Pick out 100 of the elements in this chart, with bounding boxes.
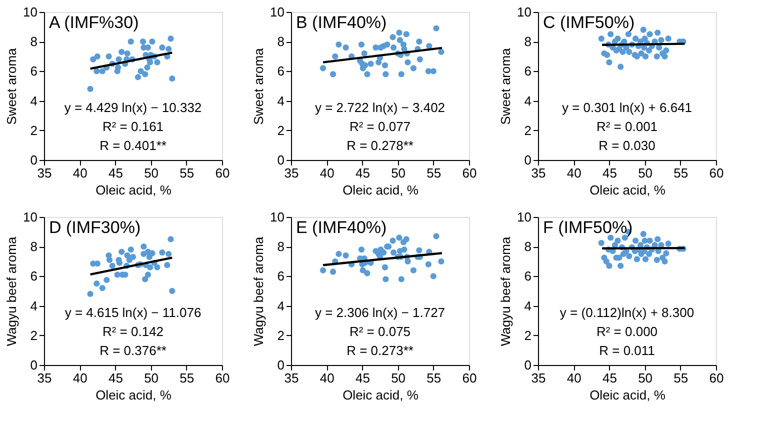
y-tick-label: 10 — [270, 4, 284, 20]
point — [114, 64, 122, 71]
point — [604, 52, 610, 58]
y-tick-label: 6 — [524, 268, 532, 284]
x-tick-label: 60 — [709, 370, 724, 386]
point — [130, 254, 136, 260]
y-tick-label: 4 — [30, 93, 38, 108]
point — [654, 256, 660, 263]
chart-title: A (IMF%30) — [49, 13, 139, 32]
annotation: R = 0.401** — [100, 138, 166, 153]
point — [632, 238, 639, 244]
y-tick-label: 10 — [23, 4, 38, 20]
point — [342, 44, 349, 51]
point — [149, 38, 156, 45]
point — [168, 236, 174, 242]
point — [608, 31, 614, 38]
x-axis-title: Oleic acid, % — [96, 388, 172, 402]
point — [614, 238, 621, 244]
y-axis-title: Sweet aroma — [4, 47, 20, 125]
point — [390, 238, 396, 244]
x-tick-label: 35 — [284, 166, 299, 180]
point — [626, 253, 632, 260]
point — [416, 38, 422, 45]
point — [94, 280, 100, 287]
x-tick-label: 40 — [320, 370, 334, 386]
x-tick-label: 35 — [531, 370, 546, 386]
point — [665, 240, 672, 247]
annotation: y = (0.112)ln(x) + 8.300 — [560, 305, 694, 320]
point — [169, 76, 176, 82]
point — [642, 53, 649, 60]
y-tick-label: 10 — [23, 210, 38, 224]
y-tick-label: 2 — [277, 328, 284, 343]
x-axis-title: Oleic acid, % — [590, 182, 666, 198]
point — [433, 233, 440, 240]
point — [164, 262, 170, 268]
annotation: y = 2.306 ln(x) − 1.727 — [314, 305, 446, 320]
point — [116, 56, 122, 62]
annotation: R² = 0.000 — [596, 324, 658, 339]
point — [368, 60, 374, 67]
x-axis-title: Oleic acid, % — [342, 388, 419, 402]
point — [390, 44, 397, 51]
x-tick-label: 40 — [566, 166, 582, 180]
point — [662, 258, 668, 264]
x-tick-label: 45 — [355, 166, 370, 180]
point — [618, 64, 624, 70]
y-axis-title: Sweet aroma — [498, 47, 514, 125]
point — [128, 38, 134, 45]
point — [410, 267, 417, 274]
point — [166, 250, 172, 258]
point — [159, 249, 166, 256]
point — [360, 267, 366, 274]
point — [168, 36, 174, 42]
point — [128, 246, 134, 253]
point — [654, 53, 660, 60]
x-tick-label: 45 — [108, 166, 123, 180]
y-tick-label: 10 — [517, 210, 532, 224]
x-tick-label: 50 — [144, 370, 159, 386]
point — [638, 50, 644, 57]
annotation: R = 0.030 — [598, 138, 656, 153]
point — [336, 250, 342, 258]
point — [380, 249, 387, 256]
chart-title: F (IMF50%) — [543, 218, 633, 237]
point — [398, 71, 404, 78]
point — [364, 270, 370, 276]
annotation: R = 0.278** — [346, 138, 414, 153]
point — [416, 56, 423, 62]
x-tick-label: 45 — [602, 166, 617, 180]
point — [144, 64, 150, 71]
point — [99, 284, 106, 292]
y-tick-label: 0 — [30, 152, 38, 168]
point — [426, 42, 432, 50]
point — [662, 53, 668, 60]
y-tick-label: 0 — [277, 152, 284, 168]
y-axis-title: Wagyu beef aroma — [4, 236, 20, 346]
point — [134, 74, 142, 80]
x-tick-label: 35 — [284, 370, 299, 386]
point — [438, 48, 444, 56]
point — [330, 71, 336, 78]
x-tick-label: 45 — [602, 370, 617, 386]
point — [404, 59, 411, 66]
point — [403, 236, 410, 242]
point — [138, 68, 144, 74]
y-axis-title: Wagyu beef aroma — [251, 236, 266, 346]
point — [663, 47, 670, 54]
annotation: R² = 0.077 — [349, 119, 411, 134]
x-tick-label: 35 — [531, 166, 546, 180]
annotation: y = 2.722 ln(x) − 3.402 — [314, 100, 446, 115]
point — [169, 288, 176, 294]
y-tick-label: 6 — [30, 268, 38, 284]
point — [390, 249, 397, 256]
x-tick-label: 55 — [426, 370, 442, 386]
annotation: y = 0.301 ln(x) + 6.641 — [562, 100, 692, 115]
point — [634, 53, 640, 60]
point — [358, 41, 365, 48]
point — [632, 36, 639, 42]
point — [90, 56, 96, 62]
chart-title: E (IMF40%) — [296, 218, 387, 237]
point — [401, 246, 408, 253]
x-tick-label: 40 — [320, 166, 334, 180]
point — [438, 258, 444, 264]
